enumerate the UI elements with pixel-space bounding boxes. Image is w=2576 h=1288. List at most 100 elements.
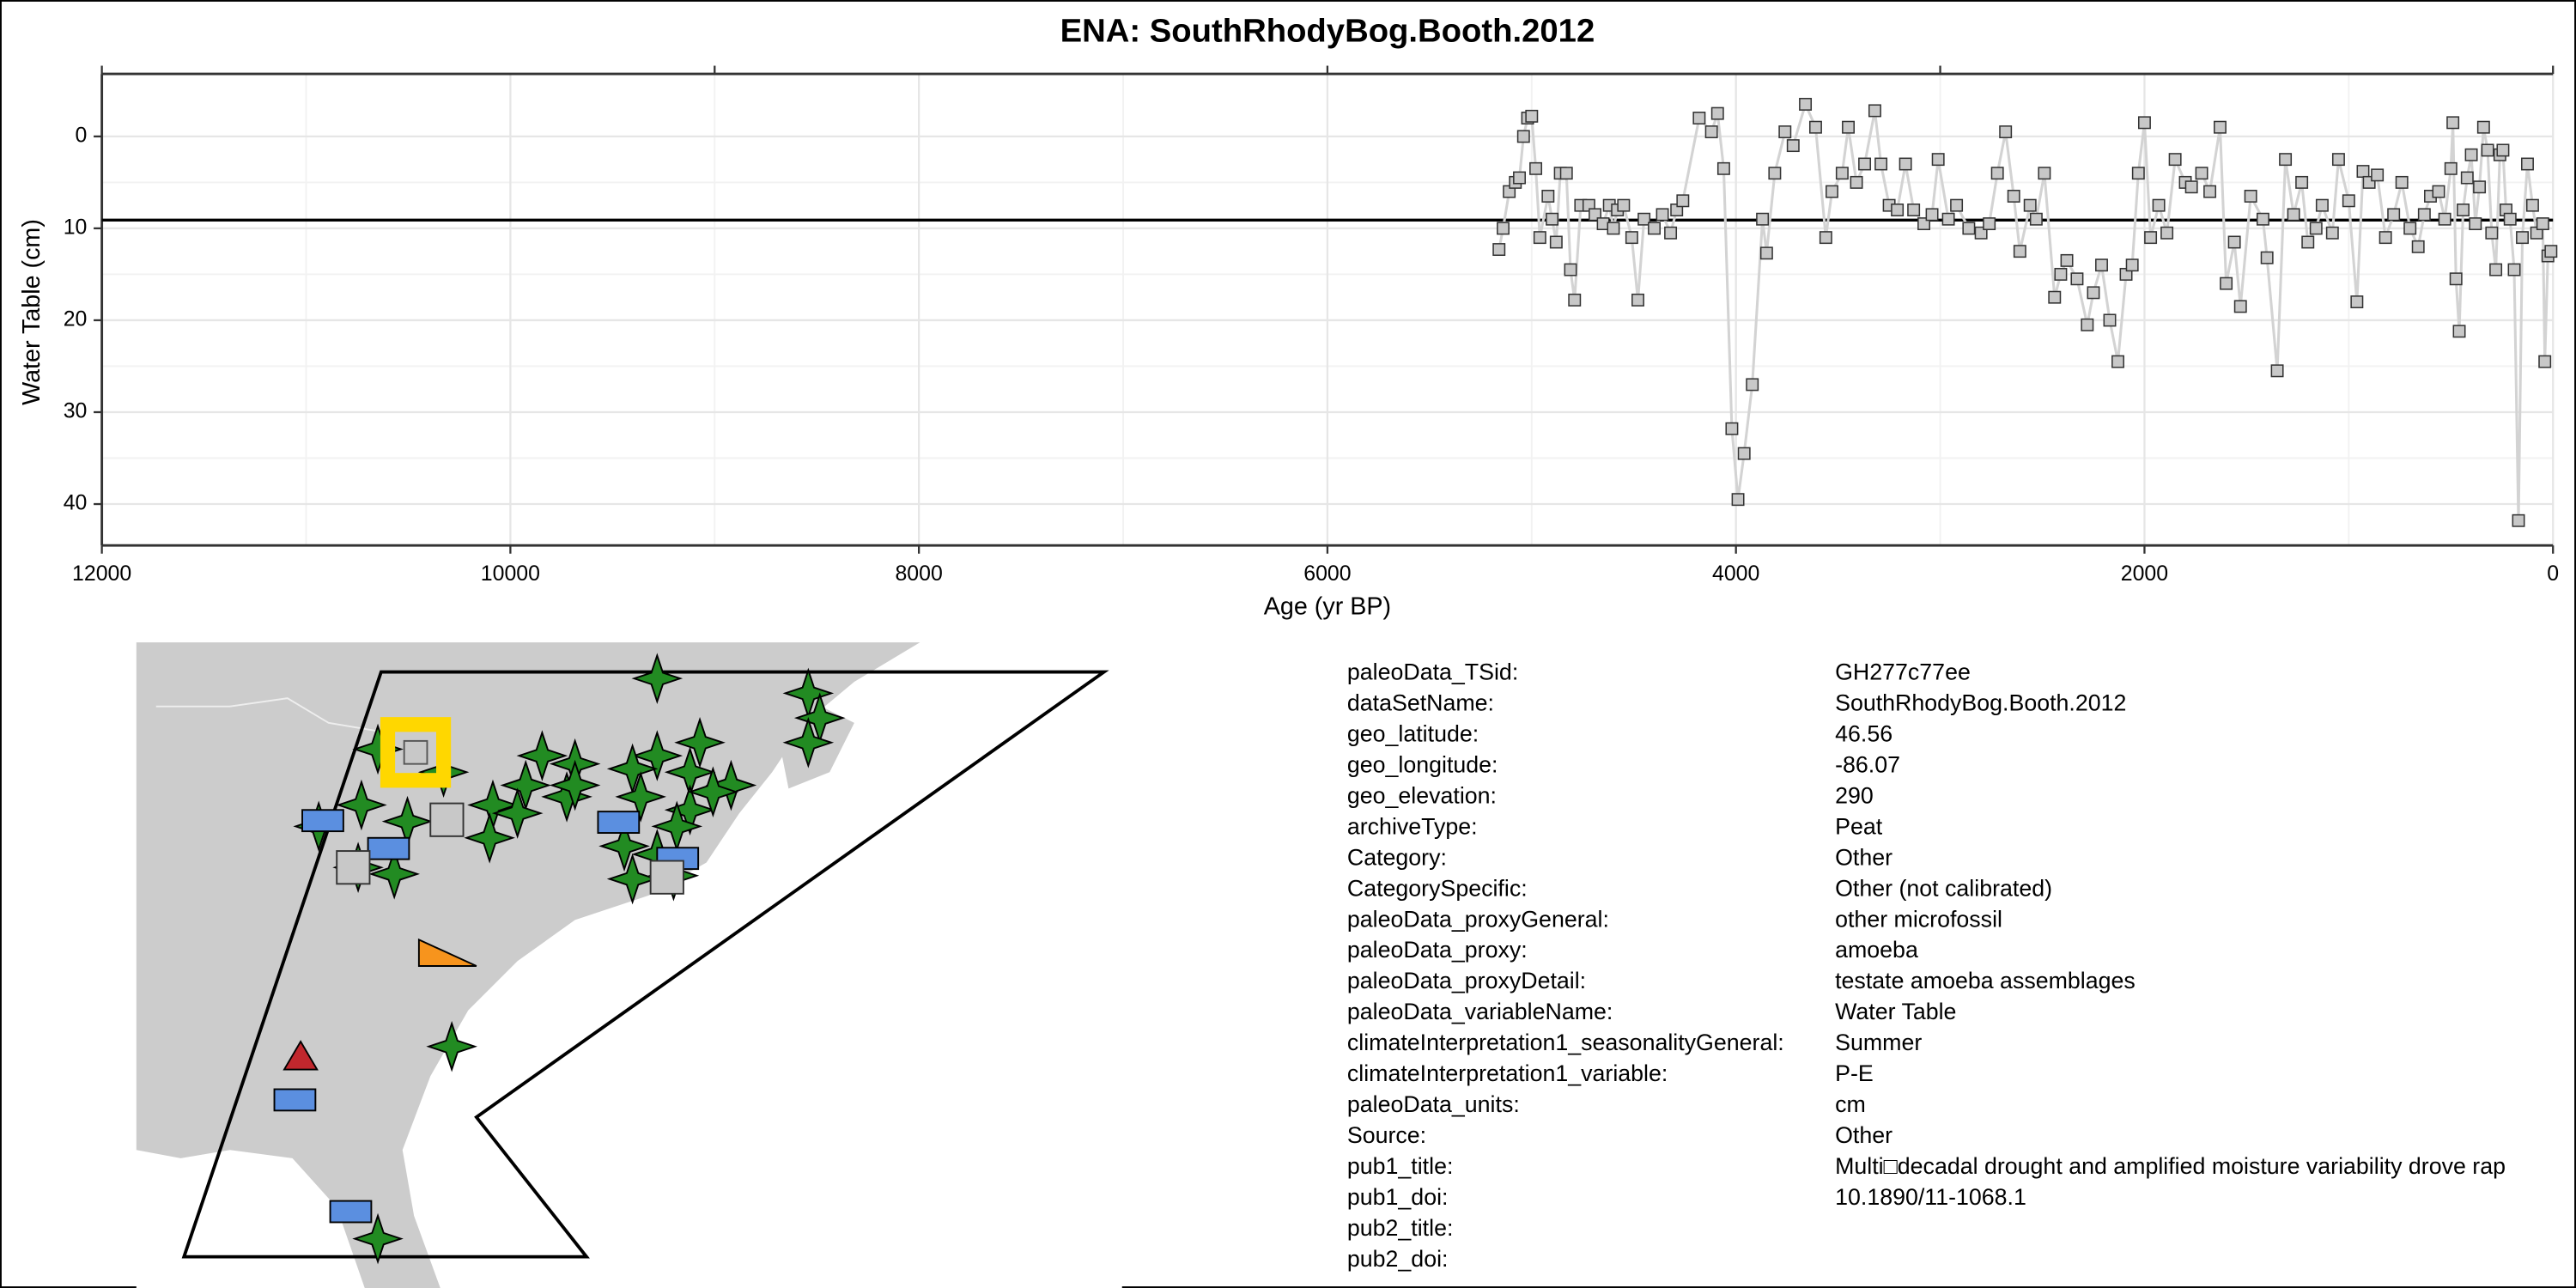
plot-area: 12000 10000 8000 6000 4000 2000 0 0 10 20 30 40 [64,65,2559,586]
data-point [1492,243,1506,257]
metadata-key: climateInterpretation1_seasonalityGenera… [1347,1030,1784,1055]
data-point [1931,153,1945,167]
data-point [2481,143,2494,157]
data-point [2111,355,2124,368]
y-tick-label: 10 [64,215,88,239]
data-point [2538,355,2552,368]
data-point [2536,217,2549,231]
data-point [1907,204,1921,216]
data-point [2432,185,2445,198]
data-point [1607,222,1620,235]
site-markers [273,653,846,1265]
metadata-value: testate amoeba assemblages [1835,968,2136,993]
data-point [2137,116,2151,130]
data-point [1549,235,1563,249]
data-point [1808,120,1822,134]
land [136,642,920,1288]
data-point [2103,313,2117,327]
data-point [2131,167,2145,180]
data-point [2168,153,2182,167]
metadata-value: SouthRhodyBog.Booth.2012 [1835,690,2126,715]
data-point [2309,222,2323,235]
map [136,642,1122,1288]
y-tick-label: 20 [64,307,88,331]
data-point [1529,161,1543,175]
metadata-value: P-E [1835,1060,1874,1086]
data-point [1850,175,1863,189]
y-tick-label: 0 [76,123,88,147]
site-star [631,730,683,781]
data-point [2379,231,2392,245]
data-point [2125,258,2139,272]
site-star [782,716,835,769]
data-point [1990,167,2004,180]
site-rect [329,1200,373,1224]
metadata-key: Category: [1347,844,1447,870]
highlight-site [380,717,452,788]
data-point [2446,116,2460,130]
site-triangle [417,938,477,967]
data-point [1731,493,1745,507]
data-point [1941,212,1955,226]
metadata-value: amoeba [1835,937,1918,963]
metadata-key: archiveType: [1347,813,1478,839]
data-point [1564,263,1577,276]
metadata-value: Other [1835,844,1893,870]
x-tick-label: 0 [2547,562,2559,586]
data-point [1868,104,1881,118]
metadata-key: Source: [1347,1122,1426,1148]
data-point [2417,208,2431,222]
data-point [1799,97,1813,111]
data-point [1786,139,1800,153]
y-tick-label: 40 [64,491,88,515]
metadata-key: paleoData_proxyGeneral: [1347,906,1609,932]
data-point [2325,226,2339,240]
data-point [1631,293,1644,307]
metadata-key: pub1_doi: [1347,1184,1449,1210]
metadata-value: Water Table [1835,999,1956,1024]
x-tick-label: 12000 [72,562,131,586]
metadata-key: pub2_doi: [1347,1246,1449,1272]
site-rect [367,836,410,860]
data-point [2270,364,2284,378]
data-point [1835,167,1849,180]
data-point [2516,231,2529,245]
data-point [2395,175,2409,189]
data-point [2160,226,2174,240]
data-point [2013,245,2026,258]
data-point [2444,161,2458,175]
data-point [1874,157,1888,171]
data-point [2350,295,2364,309]
site-rect [301,809,344,833]
data-point [1516,130,1530,143]
metadata-key: dataSetName: [1347,690,1494,715]
site-rect [597,811,641,834]
data-point [2411,240,2425,253]
data-point [1925,208,1939,222]
data-point [2054,267,2068,281]
x-tick-label: 4000 [1712,562,1759,586]
metadata-value: Peat [1835,813,1883,839]
data-point [2244,189,2257,203]
data-point [2485,226,2499,240]
data-point [2521,157,2534,171]
data-point [1768,167,1782,180]
metadata-key: paleoData_proxy: [1347,937,1528,963]
data-point [2496,143,2510,157]
x-tick-label: 6000 [1303,562,1351,586]
data-point [2144,231,2158,245]
data-point [2301,235,2315,249]
site-square [403,739,428,765]
site-star [674,716,726,769]
data-point [2476,120,2490,134]
metadata-key: paleoData_proxyDetail: [1347,968,1586,993]
metadata-value: other microfossil [1835,906,2002,932]
site-rect [273,1088,317,1112]
data-point [2489,263,2503,276]
site-star [687,766,739,818]
data-point [1858,157,1872,171]
data-point [2371,168,2385,182]
site-star [598,820,650,872]
site-star [631,653,683,704]
